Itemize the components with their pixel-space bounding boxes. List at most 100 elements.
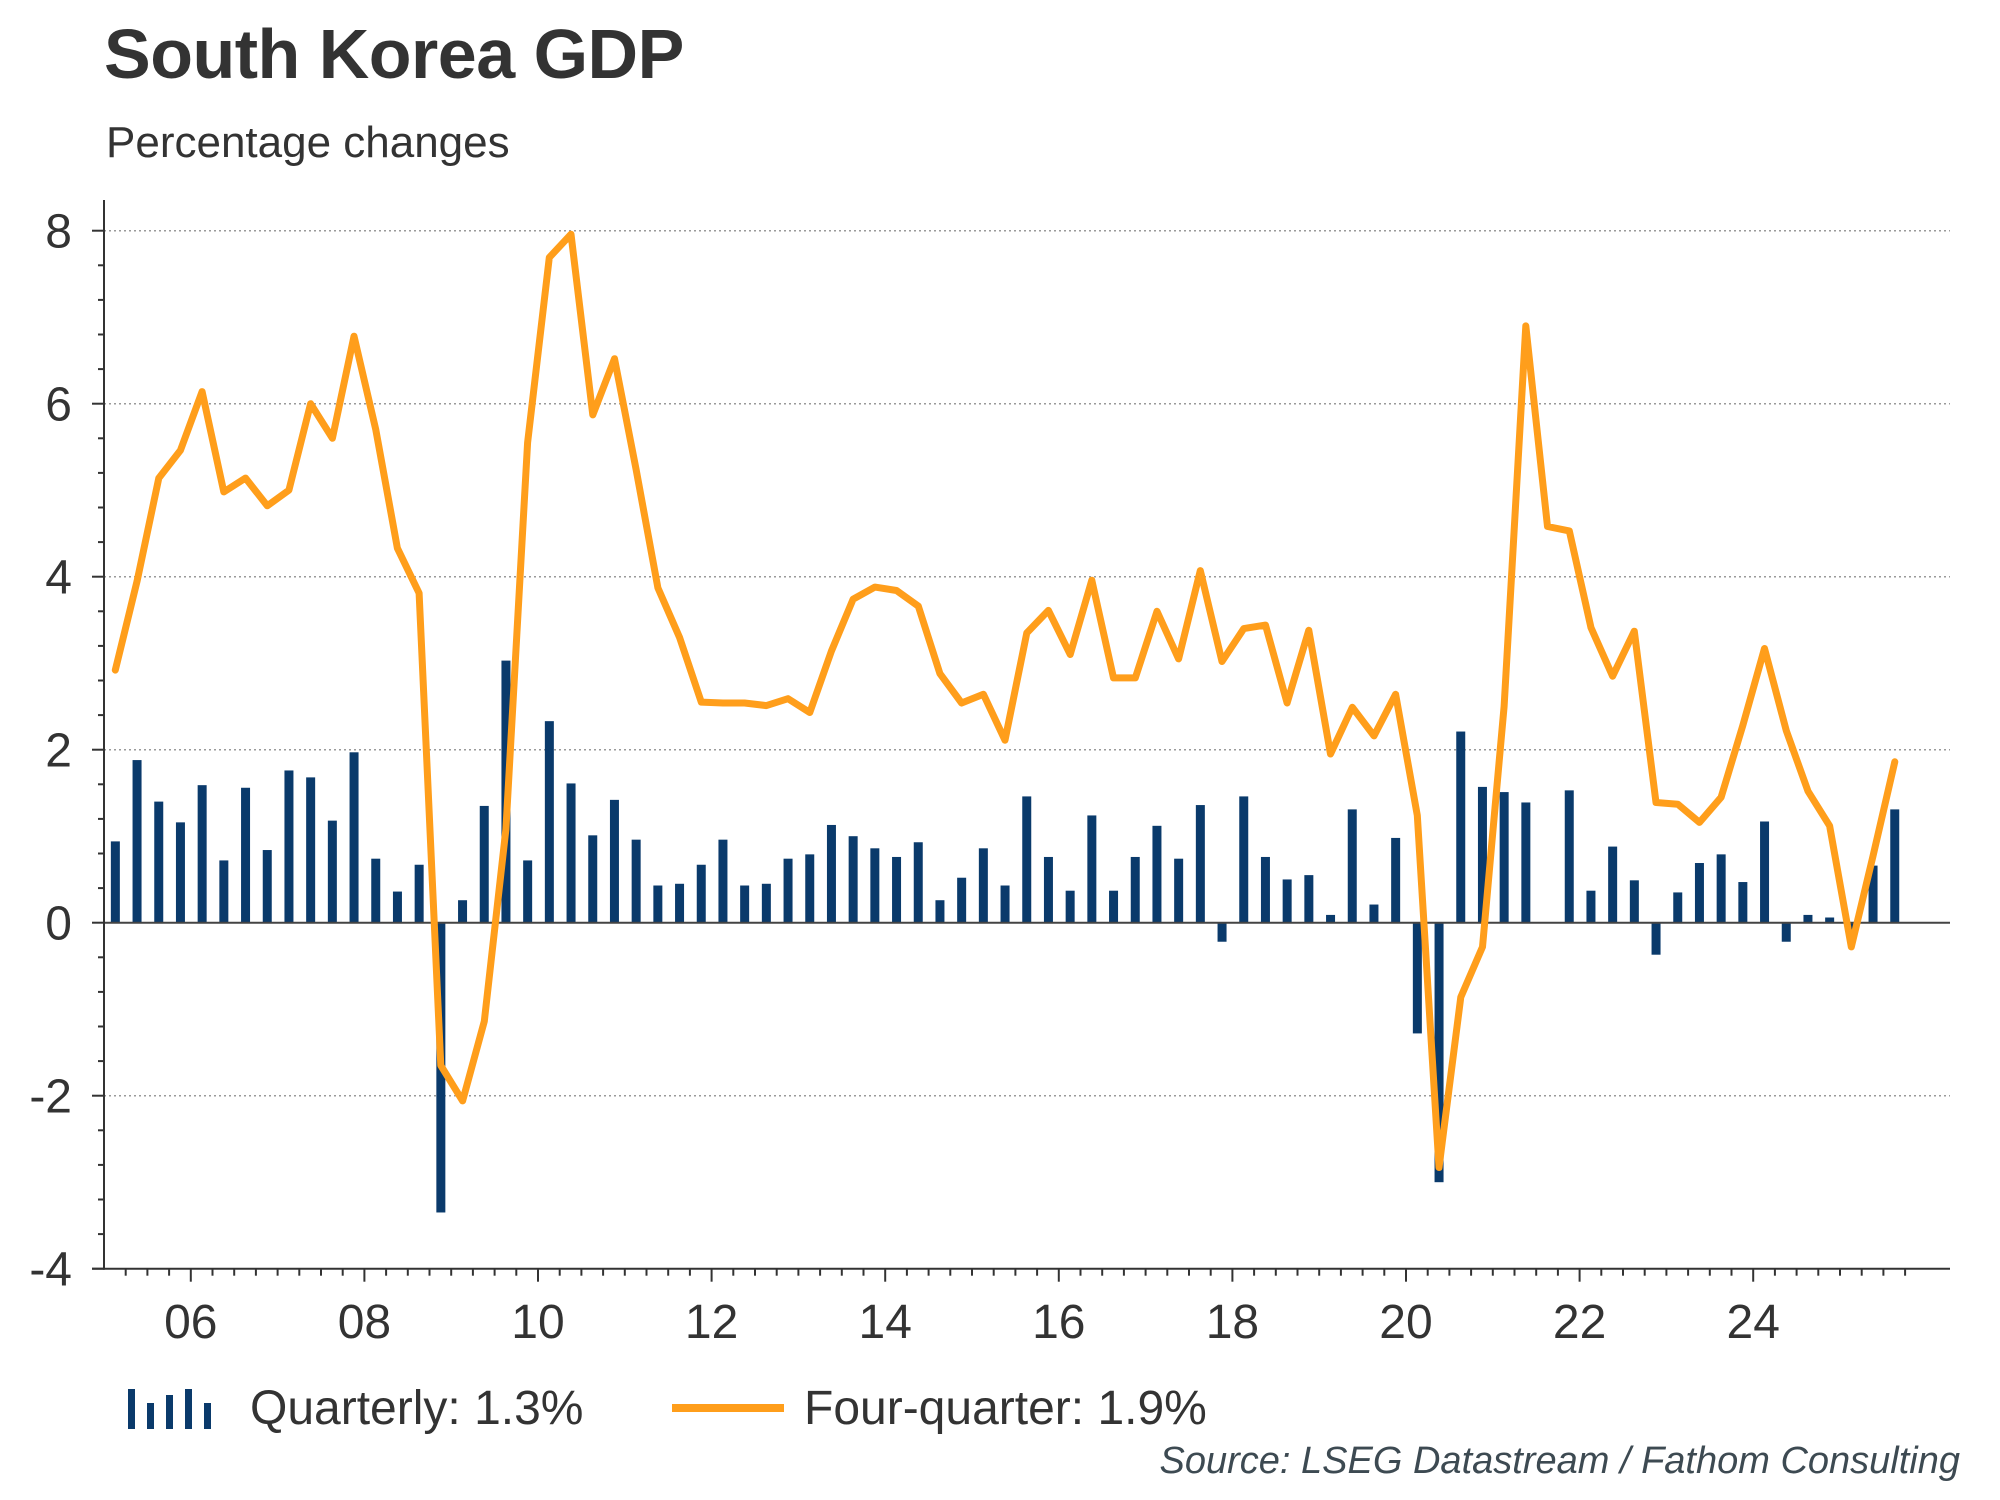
bar-quarterly (1412, 922, 1422, 1034)
line-legend-icon (672, 1404, 784, 1412)
axes (92, 200, 1950, 1282)
legend-label-quarterly: Quarterly: 1.3% (250, 1381, 584, 1435)
bar-quarterly (653, 885, 663, 923)
bar-quarterly (1152, 825, 1162, 923)
x-tick-label: 14 (859, 1296, 912, 1349)
bar-quarterly (1477, 786, 1487, 923)
bar-quarterly (1586, 890, 1596, 923)
bar-quarterly (978, 848, 988, 923)
bar-quarterly (1738, 882, 1748, 923)
bar-quarterly (1781, 922, 1791, 942)
x-tick-label: 20 (1379, 1296, 1432, 1349)
bar-quarterly (523, 860, 533, 923)
bar-quarterly (1347, 809, 1357, 923)
bar-quarterly (588, 835, 598, 923)
y-tick-label: -2 (29, 1071, 72, 1124)
bar-quarterly (740, 885, 750, 923)
x-tick-label: 24 (1727, 1296, 1780, 1349)
bar-quarterly (696, 864, 706, 923)
bar-quarterly (631, 839, 641, 923)
bar-quarterly (1890, 809, 1900, 923)
bar-quarterly (1803, 914, 1813, 923)
source-note: Source: LSEG Datastream / Fathom Consult… (1159, 1440, 1960, 1482)
bar-quarterly (1174, 858, 1184, 923)
bar-quarterly (371, 858, 381, 923)
bar-quarterly (1651, 922, 1661, 955)
x-tick-label: 06 (164, 1296, 217, 1349)
bar-quarterly (349, 752, 359, 923)
bar-quarterly (1326, 914, 1336, 923)
bar-quarterly (1022, 796, 1032, 923)
bar-quarterly (458, 900, 468, 923)
bar-quarterly (1195, 805, 1205, 923)
bar-quarterly (892, 856, 902, 923)
four-quarter-line (111, 230, 1899, 1171)
bar-quarterly (1825, 917, 1835, 923)
y-tick-label: 6 (45, 379, 72, 432)
bar-quarterly (262, 850, 272, 923)
bar-quarterly (219, 860, 229, 923)
x-tick-label: 22 (1553, 1296, 1606, 1349)
bar-quarterly (609, 799, 619, 923)
bar-quarterly (1608, 846, 1618, 923)
bar-quarterly (110, 841, 120, 923)
y-tick-label: 8 (45, 206, 72, 259)
bar-quarterly (1760, 821, 1770, 923)
x-tick-label: 18 (1206, 1296, 1259, 1349)
bar-quarterly (132, 760, 142, 923)
bar-quarterly (414, 864, 424, 923)
bar-quarterly (1716, 854, 1726, 923)
y-tick-label: -4 (29, 1244, 72, 1297)
bar-quarterly (1000, 885, 1010, 923)
x-tick-label: 12 (685, 1296, 738, 1349)
bar-quarterly (197, 785, 207, 923)
bar-quarterly (848, 836, 858, 923)
bar-quarterly (1130, 856, 1140, 923)
bar-quarterly (935, 900, 945, 923)
bar-quarterly (1260, 856, 1270, 923)
bar-quarterly (479, 805, 489, 923)
y-tick-label: 4 (45, 552, 72, 605)
bar-quarterly (284, 770, 294, 923)
bar-quarterly (1087, 815, 1097, 923)
bar-quarterly (957, 877, 967, 923)
bar-quarterly (826, 824, 836, 923)
bar-quarterly (306, 777, 316, 923)
legend-item-four-quarter: Four-quarter: 1.9% (672, 1378, 1207, 1438)
bar-quarterly (1694, 863, 1704, 923)
bar-quarterly (805, 854, 815, 923)
bar-quarterly (154, 801, 164, 923)
bar-legend-icon (128, 1389, 211, 1429)
bar-quarterly (544, 721, 554, 923)
bar-quarterly (175, 822, 185, 923)
legend-item-quarterly: Quarterly: 1.3% (128, 1378, 583, 1438)
bar-quarterly (1217, 922, 1227, 942)
bar-quarterly (1065, 890, 1075, 923)
y-tick-label: 2 (45, 725, 72, 778)
y-tick-labels: -4 -2 0 2 4 6 8 (29, 206, 72, 1297)
chart-subtitle: Percentage changes (106, 118, 510, 167)
bar-quarterly (1456, 731, 1466, 923)
bar-quarterly (1629, 880, 1639, 923)
bar-quarterly (1391, 837, 1401, 923)
bar-quarterly (783, 858, 793, 923)
bar-quarterly (761, 883, 771, 923)
bar-quarterly (1304, 875, 1314, 923)
bar-quarterly (870, 848, 880, 923)
legend-label-four-quarter: Four-quarter: 1.9% (804, 1381, 1207, 1435)
bar-quarterly (1043, 856, 1053, 923)
series-line-four-quarter (111, 230, 1899, 1171)
bar-quarterly (1369, 904, 1379, 923)
bar-quarterly (1521, 802, 1531, 923)
x-tick-labels: 06 08 10 12 14 16 18 20 22 24 (164, 1296, 1780, 1349)
bar-quarterly (1499, 792, 1509, 923)
chart-title: South Korea GDP (104, 15, 684, 93)
x-tick-label: 10 (511, 1296, 564, 1349)
x-tick-label: 16 (1032, 1296, 1085, 1349)
bar-quarterly (1868, 865, 1878, 923)
bar-quarterly (566, 783, 576, 923)
bar-quarterly (718, 839, 728, 923)
bar-quarterly (1109, 890, 1119, 923)
bar-quarterly (392, 891, 402, 923)
